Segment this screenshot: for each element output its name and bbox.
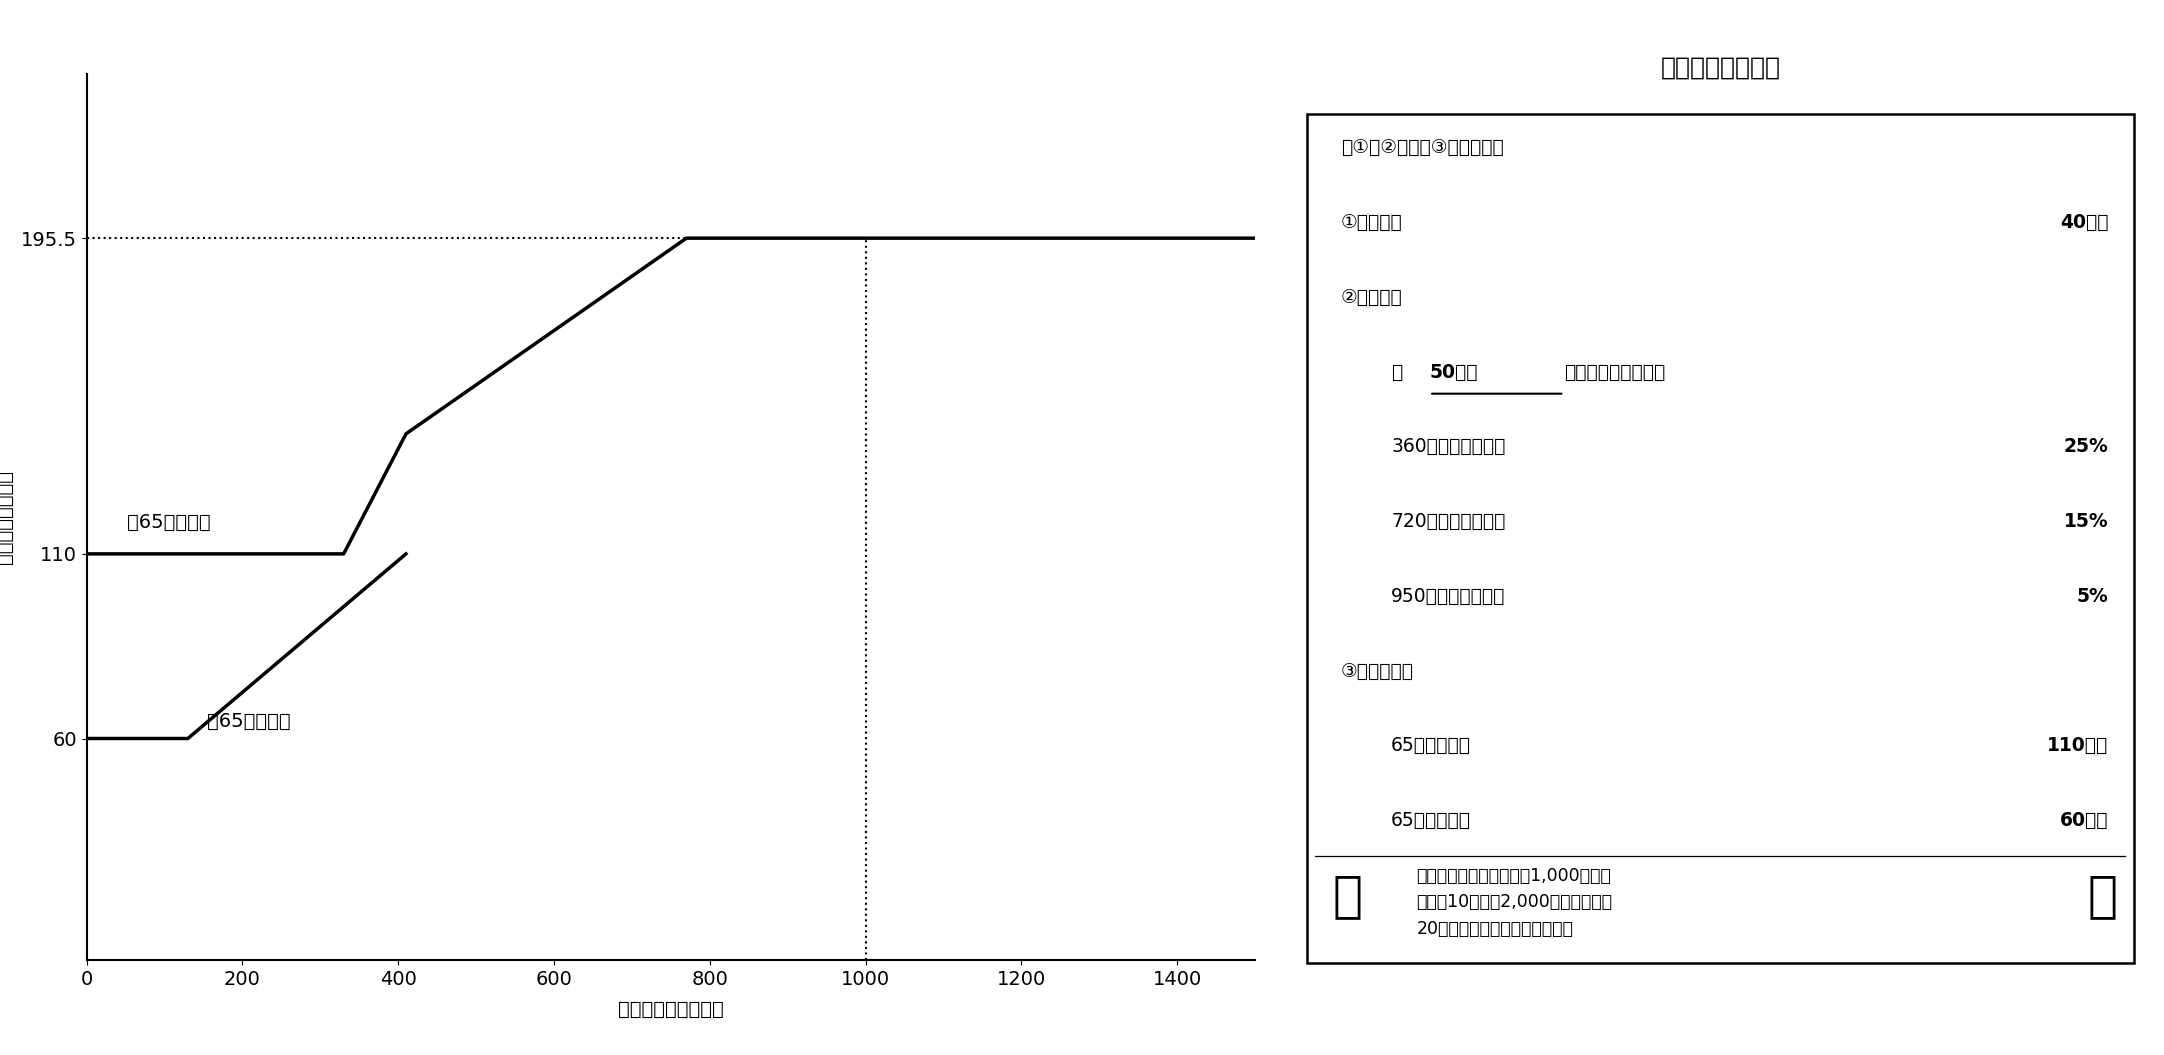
Text: （注）年金以外の所得が1,000万円超
の者は10万円、2,000万円超の者は
20万円、控除額を引き下げる。: （注）年金以外の所得が1,000万円超 の者は10万円、2,000万円超の者は … <box>1417 867 1612 938</box>
Text: 50万円: 50万円 <box>1428 363 1478 382</box>
Text: 40万円: 40万円 <box>2060 213 2108 232</box>
Text: 65歳未満の者: 65歳未満の者 <box>1391 811 1472 830</box>
Y-axis label: （控除額：万円）: （控除額：万円） <box>0 469 13 564</box>
Text: 950万円までの部分: 950万円までの部分 <box>1391 587 1506 606</box>
Text: 控除後の年金収入）: 控除後の年金収入） <box>1565 363 1666 382</box>
Text: 60万円: 60万円 <box>2060 811 2108 830</box>
Text: 公的年金等控除額: 公的年金等控除額 <box>1660 56 1781 80</box>
Text: 5%: 5% <box>2077 587 2108 606</box>
X-axis label: （年金収入：万円）: （年金収入：万円） <box>619 1000 723 1019</box>
Text: 110万円: 110万円 <box>2047 736 2108 755</box>
Text: 25%: 25% <box>2064 438 2108 457</box>
Text: 360万円までの部分: 360万円までの部分 <box>1391 438 1506 457</box>
Text: 15%: 15% <box>2064 512 2108 531</box>
Text: ①定額控除: ①定額控除 <box>1340 213 1402 232</box>
Text: 65歳以上の者: 65歳以上の者 <box>1391 736 1472 755</box>
Text: （: （ <box>1391 363 1402 382</box>
Text: （65歳未満）: （65歳未満） <box>208 712 290 731</box>
Text: （65歳以上）: （65歳以上） <box>128 513 210 532</box>
Text: 〔: 〔 <box>1333 871 1361 920</box>
FancyBboxPatch shape <box>1307 114 2134 963</box>
Text: 【①＋②】又は③の大きい額: 【①＋②】又は③の大きい額 <box>1340 138 1504 157</box>
Text: 720万円までの部分: 720万円までの部分 <box>1391 512 1506 531</box>
Text: ③最低保障額: ③最低保障額 <box>1340 661 1413 680</box>
Text: 〕: 〕 <box>2086 871 2116 920</box>
Text: ②定率控除: ②定率控除 <box>1340 288 1402 307</box>
